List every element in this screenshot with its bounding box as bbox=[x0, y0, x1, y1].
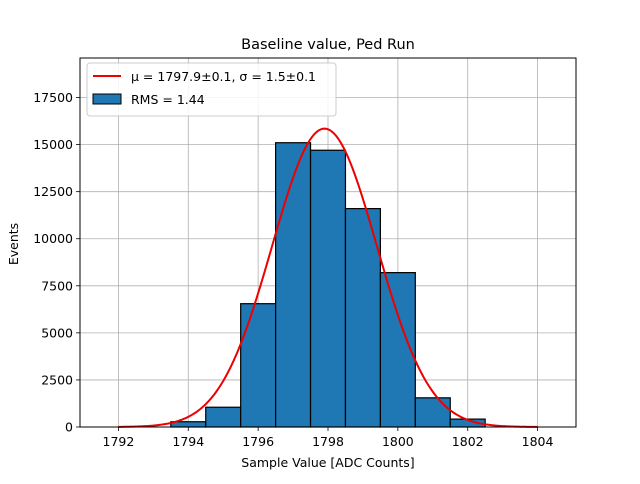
y-axis-ticks: 0 2500 5000 7500 10000 12500 15000 17500 bbox=[33, 90, 80, 435]
y-tick-label: 17500 bbox=[33, 90, 73, 105]
x-tick-label: 1794 bbox=[172, 434, 204, 449]
histogram-bars bbox=[170, 142, 486, 428]
x-tick-label: 1792 bbox=[103, 434, 135, 449]
legend-bar-swatch bbox=[92, 93, 122, 105]
legend-bar-label: RMS = 1.44 bbox=[131, 92, 205, 107]
y-tick-label: 7500 bbox=[41, 278, 73, 293]
x-tick-label: 1798 bbox=[312, 434, 344, 449]
y-tick-label: 5000 bbox=[41, 325, 73, 340]
histogram-bar bbox=[414, 397, 451, 428]
x-axis-ticks: 1792 1794 1796 1798 1800 1802 1804 bbox=[103, 427, 554, 449]
legend-fit-label-sigma: σ = 1.5±0.1 bbox=[239, 69, 316, 84]
x-tick-label: 1802 bbox=[452, 434, 484, 449]
x-axis-label: Sample Value [ADC Counts] bbox=[241, 455, 414, 470]
y-axis-label: Events bbox=[6, 223, 21, 265]
legend-fit-label-mean: μ = 1797.9±0.1, bbox=[131, 69, 239, 84]
histogram-bar bbox=[309, 149, 347, 428]
y-tick-label: 2500 bbox=[41, 372, 73, 387]
histogram-bar bbox=[240, 303, 277, 428]
legend: μ = 1797.9±0.1, σ = 1.5±0.1 RMS = 1.44 bbox=[86, 62, 337, 117]
histogram-bar bbox=[205, 406, 242, 428]
chart-title: Baseline value, Ped Run bbox=[241, 37, 415, 53]
histogram-bar bbox=[379, 272, 416, 428]
gaussian-fit-curve bbox=[118, 127, 538, 428]
x-tick-label: 1800 bbox=[382, 434, 414, 449]
histogram-bar bbox=[275, 142, 312, 428]
x-tick-label: 1796 bbox=[242, 434, 274, 449]
y-tick-label: 15000 bbox=[33, 137, 73, 152]
y-tick-label: 0 bbox=[65, 420, 73, 435]
y-tick-label: 12500 bbox=[33, 184, 73, 199]
legend-box bbox=[86, 62, 337, 117]
legend-fit-label: μ = 1797.9±0.1, σ = 1.5±0.1 bbox=[131, 69, 316, 84]
x-tick-label: 1804 bbox=[522, 434, 554, 449]
histogram-bar bbox=[344, 208, 381, 428]
y-tick-label: 10000 bbox=[33, 231, 73, 246]
